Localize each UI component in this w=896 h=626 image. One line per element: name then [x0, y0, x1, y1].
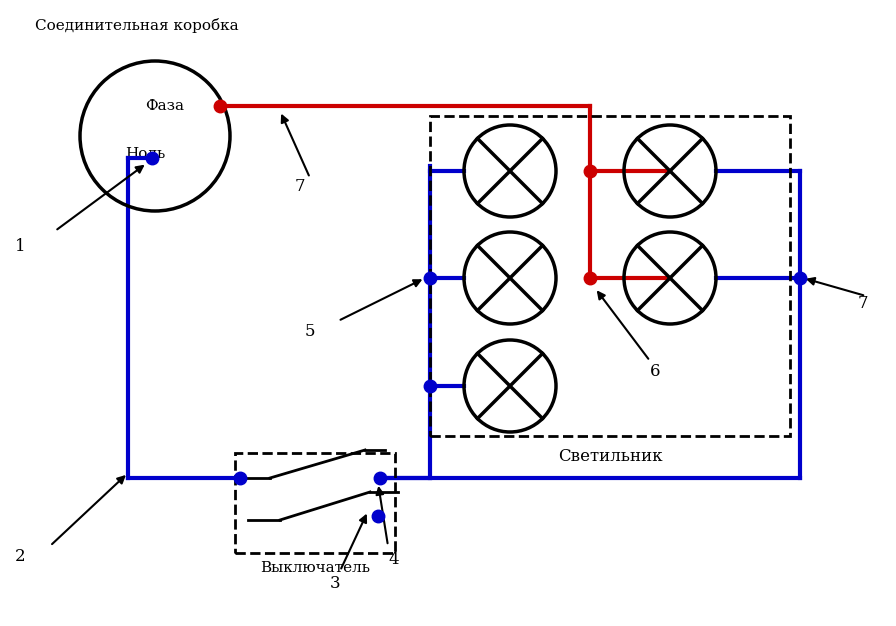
Text: Светильник: Светильник [557, 448, 662, 465]
Text: 3: 3 [330, 575, 340, 592]
Text: 2: 2 [15, 548, 26, 565]
Text: 1: 1 [15, 238, 26, 255]
Text: 4: 4 [388, 551, 399, 568]
Text: Выключатель: Выключатель [260, 561, 370, 575]
Text: 7: 7 [295, 178, 306, 195]
Text: Соединительная коробка: Соединительная коробка [35, 18, 238, 33]
Text: 6: 6 [650, 363, 660, 380]
Text: Фаза: Фаза [145, 99, 185, 113]
Text: Ноль: Ноль [125, 147, 165, 161]
Text: 7: 7 [858, 295, 868, 312]
Text: 5: 5 [305, 323, 315, 340]
